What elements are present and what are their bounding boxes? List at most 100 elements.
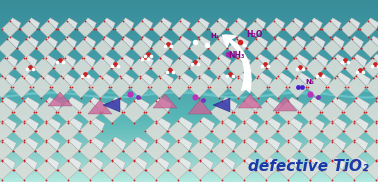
Polygon shape [160, 54, 173, 68]
Text: H₂: H₂ [210, 33, 219, 39]
Polygon shape [153, 94, 177, 108]
Polygon shape [68, 117, 83, 131]
Polygon shape [238, 94, 262, 108]
Polygon shape [325, 76, 348, 98]
Polygon shape [200, 117, 215, 131]
Polygon shape [198, 18, 209, 29]
Polygon shape [100, 101, 124, 123]
Polygon shape [342, 101, 366, 123]
Polygon shape [365, 140, 378, 161]
Polygon shape [65, 36, 77, 48]
Polygon shape [68, 97, 84, 112]
Polygon shape [74, 39, 93, 58]
Polygon shape [178, 137, 192, 151]
Polygon shape [361, 39, 378, 58]
Polygon shape [376, 137, 378, 151]
Polygon shape [123, 18, 134, 29]
Polygon shape [352, 36, 364, 48]
Polygon shape [160, 72, 174, 87]
Polygon shape [344, 58, 364, 78]
Polygon shape [323, 39, 342, 58]
Polygon shape [266, 137, 280, 151]
Polygon shape [82, 54, 96, 68]
Polygon shape [167, 160, 189, 180]
Polygon shape [122, 101, 146, 123]
Polygon shape [266, 76, 288, 98]
Polygon shape [254, 121, 277, 142]
Polygon shape [266, 157, 280, 170]
Polygon shape [246, 21, 263, 37]
Polygon shape [48, 18, 59, 29]
Polygon shape [56, 121, 79, 142]
Polygon shape [288, 137, 302, 151]
Polygon shape [344, 160, 364, 180]
Polygon shape [41, 72, 56, 87]
Text: defective TiO₂: defective TiO₂ [248, 159, 369, 174]
Polygon shape [0, 140, 13, 161]
Polygon shape [50, 76, 72, 98]
Polygon shape [332, 117, 347, 131]
Polygon shape [266, 117, 281, 131]
Polygon shape [238, 72, 253, 87]
Polygon shape [332, 36, 345, 48]
Polygon shape [144, 121, 167, 142]
Polygon shape [198, 36, 211, 48]
Polygon shape [256, 160, 276, 180]
Polygon shape [313, 36, 325, 48]
Polygon shape [166, 121, 189, 142]
Polygon shape [376, 157, 378, 170]
Polygon shape [310, 117, 325, 131]
Polygon shape [61, 72, 75, 87]
Polygon shape [12, 101, 36, 123]
Polygon shape [109, 76, 131, 98]
Polygon shape [211, 140, 233, 161]
Polygon shape [363, 58, 378, 78]
Polygon shape [222, 117, 237, 131]
Polygon shape [122, 36, 134, 48]
Polygon shape [129, 76, 151, 98]
Polygon shape [11, 76, 33, 98]
Polygon shape [322, 21, 339, 37]
Polygon shape [266, 58, 287, 78]
Polygon shape [376, 117, 378, 131]
Polygon shape [305, 58, 325, 78]
Polygon shape [343, 140, 365, 161]
Polygon shape [345, 76, 367, 98]
Polygon shape [232, 101, 256, 123]
Polygon shape [255, 140, 277, 161]
Polygon shape [217, 18, 228, 29]
Polygon shape [58, 21, 75, 37]
Polygon shape [315, 54, 328, 68]
Polygon shape [275, 36, 287, 48]
Polygon shape [218, 54, 231, 68]
Polygon shape [149, 76, 170, 98]
Polygon shape [286, 76, 308, 98]
Polygon shape [142, 18, 153, 29]
Polygon shape [368, 18, 378, 29]
Polygon shape [337, 72, 351, 87]
Polygon shape [288, 117, 303, 131]
Polygon shape [354, 117, 369, 131]
Polygon shape [330, 18, 341, 29]
Polygon shape [246, 39, 265, 58]
Polygon shape [296, 54, 309, 68]
Polygon shape [68, 137, 82, 151]
Polygon shape [167, 140, 189, 161]
FancyArrowPatch shape [222, 35, 251, 92]
Polygon shape [140, 72, 154, 87]
Polygon shape [189, 160, 211, 180]
Polygon shape [10, 18, 21, 29]
Polygon shape [274, 18, 285, 29]
Polygon shape [356, 72, 370, 87]
Polygon shape [48, 92, 72, 106]
Polygon shape [376, 97, 378, 112]
Polygon shape [306, 76, 328, 98]
Polygon shape [236, 18, 247, 29]
Polygon shape [156, 97, 172, 112]
Polygon shape [304, 39, 323, 58]
Polygon shape [2, 97, 18, 112]
Polygon shape [234, 160, 254, 180]
Polygon shape [317, 72, 331, 87]
Polygon shape [102, 160, 122, 180]
Polygon shape [321, 121, 344, 142]
